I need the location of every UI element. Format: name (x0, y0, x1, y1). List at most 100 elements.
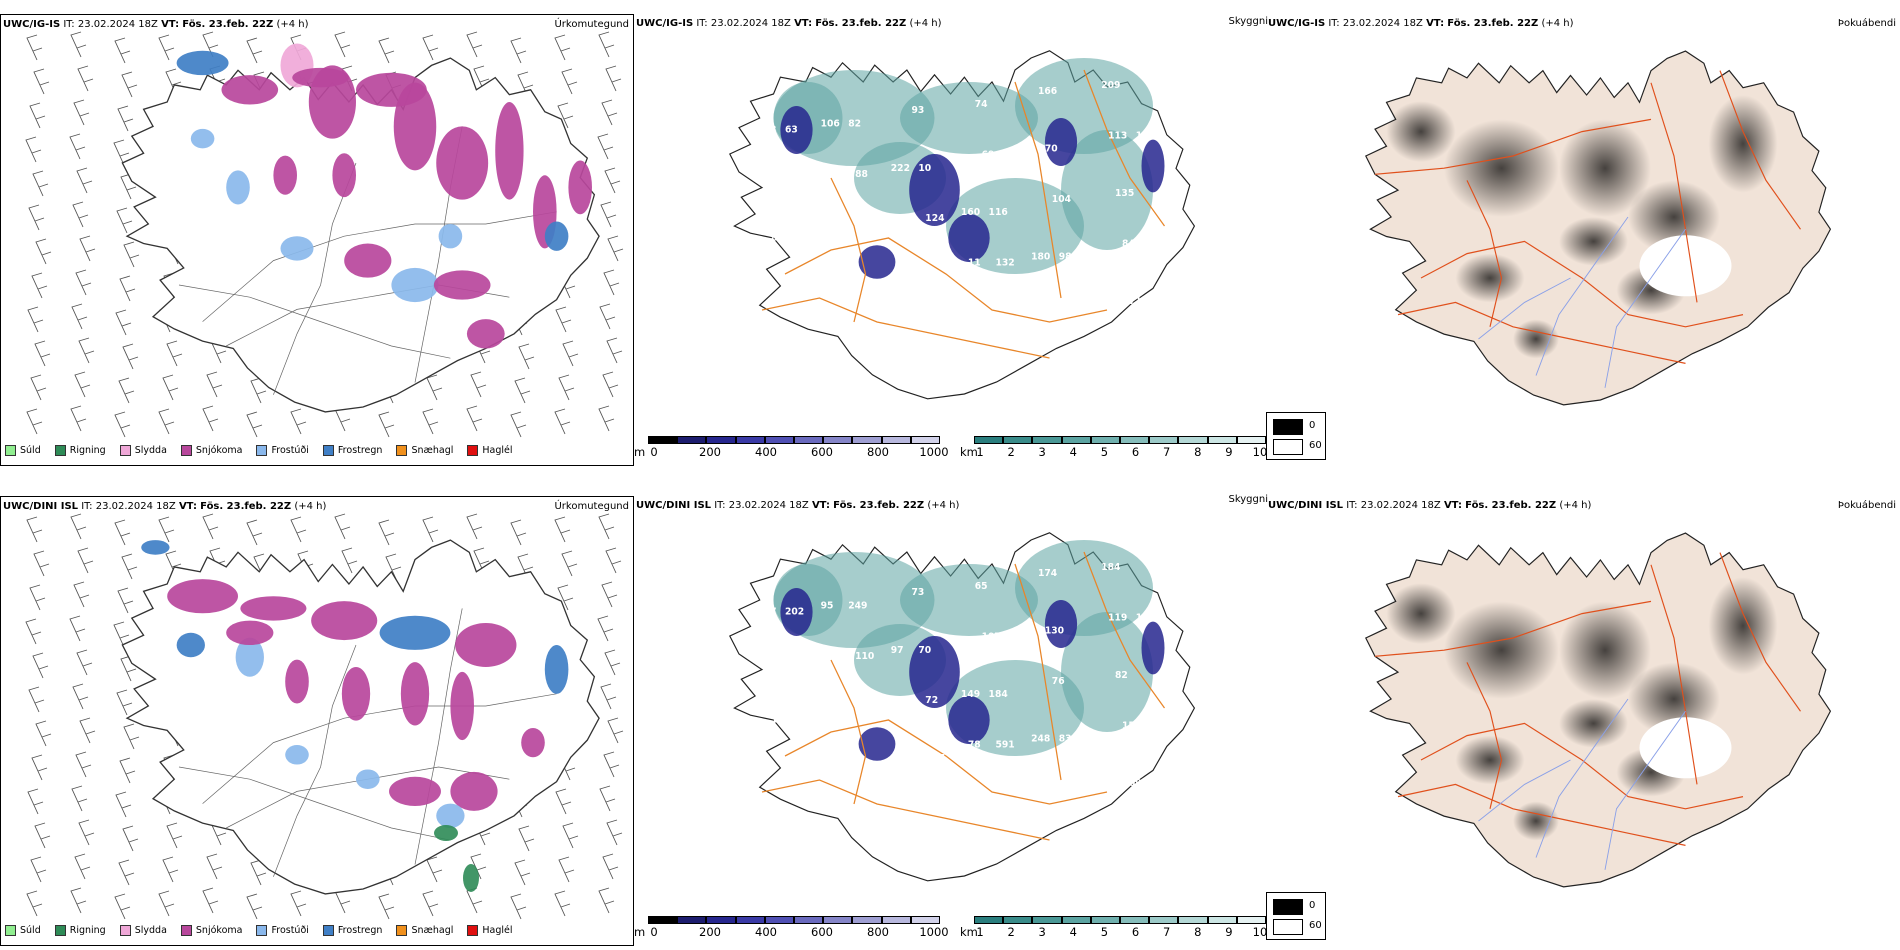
visibility-value-label: 82 (1115, 670, 1128, 681)
visibility-value-label: 76 (764, 664, 777, 675)
visibility-panel-row1: UWC/IG-IS IT: 23.02.2024 18Z VT: Fös. 23… (634, 14, 1268, 466)
precip-panel-row2: UWC/DINI ISL IT: 23.02.2024 18Z VT: Fös.… (0, 496, 634, 946)
visibility-value-label: 591 (995, 739, 1014, 750)
fog-index-area (1386, 101, 1456, 163)
legend-swatch (256, 925, 268, 936)
vt-value: Fös. 23.feb. 22Z (1447, 18, 1539, 29)
legend-item-3: Snjókoma (180, 925, 243, 936)
fog-index-area (1708, 577, 1778, 675)
vt-label: VT: (794, 18, 813, 29)
colorbar-label: 10 (1252, 925, 1268, 939)
river-network (1478, 216, 1686, 388)
fog-free-area (1639, 235, 1732, 297)
visibility-value-label: 118 (764, 182, 783, 193)
visibility-value-label: 78 (968, 739, 981, 750)
precip-area (311, 601, 378, 641)
visibility-value-label: 106 (821, 118, 841, 129)
it-label: IT: (81, 501, 93, 512)
precip-panel-row1: UWC/IG-IS IT: 23.02.2024 18Z VT: Fös. 23… (0, 14, 634, 466)
visibility-value-label: 72 (925, 695, 938, 706)
visibility-value-label: 116 (989, 207, 1009, 218)
colorbar-label: 1000 (919, 925, 949, 939)
elevation-area (948, 214, 990, 262)
visibility-colorbar: km 1 2 3 4 5 6 7 8 9 10 (960, 436, 1268, 460)
colorbar-unit: m (634, 925, 646, 939)
precip-area (221, 75, 279, 105)
colorbar-label: 3 (1038, 445, 1046, 459)
visibility-value-label: 115 (751, 556, 770, 567)
colorbar-segment (735, 436, 765, 444)
colorbar-segment (1178, 436, 1208, 444)
panel-header: UWC/IG-IS IT: 23.02.2024 18Z VT: Fös. 23… (636, 18, 942, 29)
visibility-value-label: 249 (848, 600, 867, 611)
colorbar-label: 10 (1252, 445, 1268, 459)
visibility-value-label: 577 (905, 271, 924, 282)
elevation-area (858, 245, 896, 279)
legend-item-7: Haglél (467, 925, 513, 936)
visibility-value-label: 149 (961, 689, 980, 700)
colorbar-segment (1003, 916, 1033, 924)
it-value: 23.02.2024 18Z (95, 501, 176, 512)
lead-time: (+4 h) (1559, 500, 1592, 511)
legend-item-5: Frostregn (322, 445, 382, 456)
colorbar-segment (881, 436, 911, 444)
legend-item-3: Snjókoma (180, 445, 242, 456)
precip-area (285, 659, 309, 704)
visibility-value-label: 84 (771, 232, 784, 243)
colorbar-label: 6 (1131, 925, 1140, 939)
colorbar-segment (1032, 916, 1062, 924)
vt-value: Fös. 23.feb. 22Z (1465, 500, 1557, 511)
colorbar-label: 6 (1131, 445, 1140, 459)
fog-legend-swatch-60 (1273, 919, 1303, 935)
panel-title: Úrkomutegund (554, 501, 629, 512)
colorbar-segment (1178, 916, 1208, 924)
visibility-value-label: 88 (855, 169, 868, 180)
precip-area (344, 243, 392, 278)
legend-item-5: Frostregn (322, 925, 382, 936)
colorbar-segment (1149, 436, 1179, 444)
road-network (1374, 552, 1801, 846)
precip-area (285, 745, 309, 765)
legend-label: Snjókoma (195, 925, 243, 936)
elevation-colorbar: m 0 200 400 600 800 1000 (634, 916, 949, 940)
it-label: IT: (1328, 18, 1340, 29)
colorbar-segment (1207, 916, 1237, 924)
precip-area (400, 662, 430, 726)
precip-area (226, 170, 250, 205)
panel-header: UWC/IG-IS IT: 23.02.2024 18Z VT: Fös. 23… (1268, 18, 1574, 29)
colorbar-label: 800 (867, 445, 889, 459)
visibility-value-label: 184 (989, 689, 1009, 700)
precip-area (379, 615, 451, 650)
legend-swatch (5, 925, 16, 936)
it-label: IT: (714, 500, 726, 511)
model-name: UWC/IG-IS (1268, 18, 1326, 29)
fog-index-area (1708, 95, 1778, 193)
colorbar-segment (648, 916, 678, 924)
colorbar-label: 1 (976, 925, 984, 939)
precip-area (176, 50, 229, 76)
legend-label: Frostúði (271, 445, 309, 456)
precip-area (450, 671, 475, 741)
visibility-map: 115 95 97 149 248 184 357 202 95 78 174 119 76 91 419 6… (729, 532, 1196, 882)
visibility-value-label: 74 (975, 99, 988, 110)
colorbar-segment (706, 916, 736, 924)
visibility-value-label: 84 (1122, 238, 1135, 249)
precip-area (544, 221, 569, 251)
legend-label: Snæhagl (411, 445, 454, 456)
visibility-value-label: 165 (1136, 130, 1155, 141)
visibility-value-label: 119 (1108, 612, 1127, 623)
visibility-value-label: 91 (834, 708, 847, 719)
visibility-value-label: 132 (995, 257, 1014, 268)
colorbar-label: 600 (811, 445, 833, 459)
elevation-area (1141, 139, 1165, 193)
precip-area (280, 236, 314, 261)
elevation-area (858, 727, 896, 761)
vt-value: Fös. 23.feb. 22Z (200, 501, 292, 512)
legend-swatch (396, 445, 408, 456)
precip-area (438, 224, 463, 249)
model-name: UWC/DINI ISL (3, 501, 79, 512)
visibility-value-label: 69 (982, 149, 995, 160)
legend-item-4: Frostúði (256, 445, 309, 456)
visibility-value-label: 95 (898, 695, 911, 706)
it-label: IT: (1346, 500, 1358, 511)
